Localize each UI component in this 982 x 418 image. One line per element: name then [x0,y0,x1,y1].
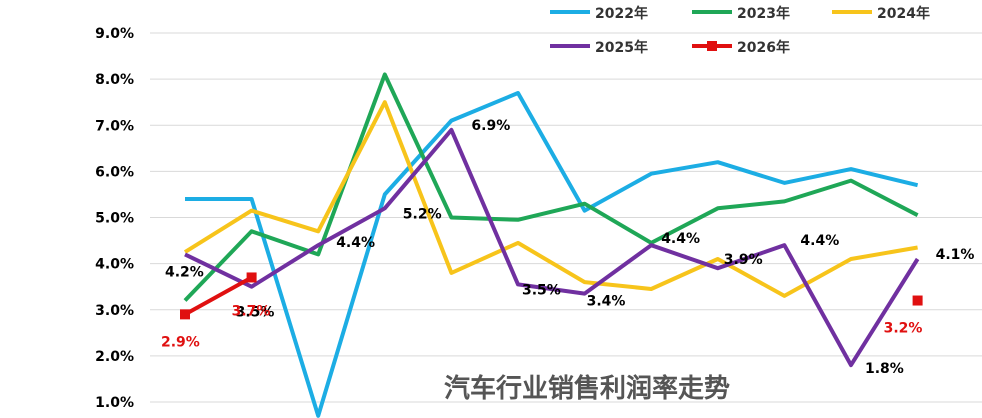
data-label: 2.9% [161,334,200,350]
legend-label: 2022年 [595,5,648,22]
data-label: 3.4% [587,294,626,310]
legend-label: 2025年 [595,39,648,56]
data-label: 3.5% [236,305,275,321]
data-label: 3.5% [522,282,561,298]
y-tick-label: 5.0% [95,211,134,227]
data-label: 4.4% [336,235,375,251]
y-tick-label: 2.0% [95,349,134,365]
data-label: 4.4% [661,231,700,247]
chart-title: 汽车行业销售利润率走势 [444,373,730,404]
data-label: 3.7% [232,303,271,319]
y-tick-label: 9.0% [95,26,134,42]
legend-label: 2026年 [737,39,790,56]
data-label: 4.2% [165,264,204,280]
data-label: 6.9% [471,118,510,134]
series-4-point [180,309,190,320]
y-axis-ticks: 1.0% 2.0% 3.0% 4.0% 5.0% 6.0% 7.0% 8.0% 9.0% [95,26,134,411]
data-label: 4.1% [936,247,975,263]
series-4-point [246,272,257,283]
y-tick-label: 8.0% [95,72,134,88]
y-tick-label: 6.0% [95,164,134,180]
data-labels: 4.2% 3.5% 4.4% 5.2% 6.9% 3.5% 3.4% 4.4% 3.9% 4.4%… [161,118,974,377]
data-label: 3.9% [724,252,763,268]
series-2-line [183,100,918,298]
series-lines [183,72,920,418]
y-tick-label: 4.0% [95,257,134,273]
legend: 2022年 2023年 2024年 2025年 2026年 [550,5,930,56]
y-tick-label: 7.0% [95,118,134,134]
data-label: 5.2% [403,206,442,222]
series-markers [180,272,923,320]
legend-label: 2023年 [737,5,790,22]
y-tick-label: 1.0% [95,395,134,411]
y-tick-label: 3.0% [95,303,134,319]
series-1-line [183,72,919,302]
series-0-line [185,91,919,418]
legend-label: 2024年 [877,5,930,22]
data-label: 4.4% [800,233,839,249]
data-label: 3.2% [884,321,923,337]
legend-marker [707,41,717,51]
series-4-point [912,295,923,306]
data-label: 1.8% [865,361,904,377]
series-3-line [184,127,920,368]
